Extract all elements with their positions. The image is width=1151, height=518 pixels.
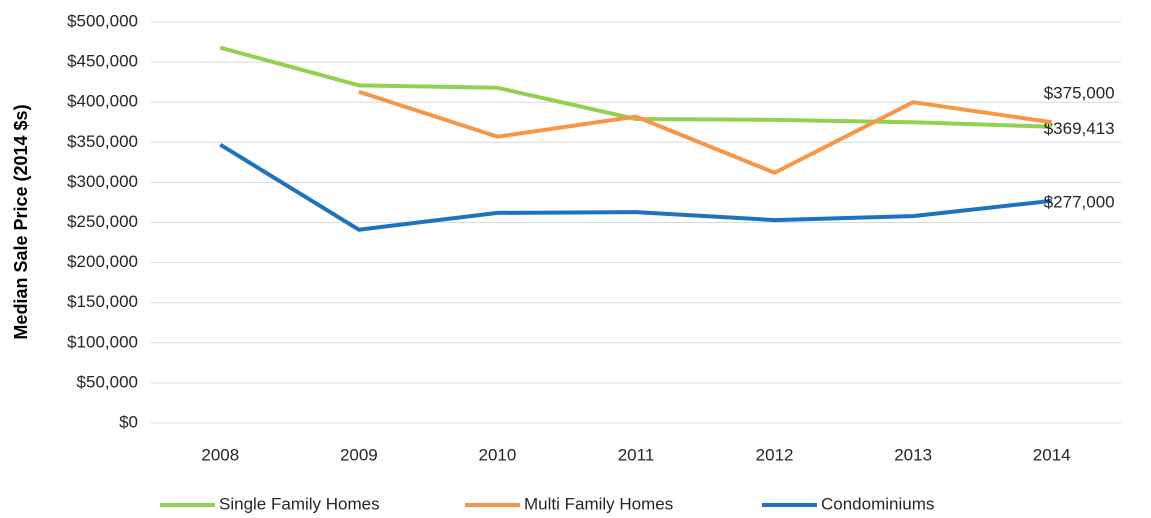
x-tick-label: 2009: [340, 445, 378, 464]
x-tick-label: 2013: [894, 445, 932, 464]
value-label: $375,000: [1044, 84, 1115, 103]
y-axis-label: Median Sale Price (2014 $s): [11, 104, 31, 339]
x-tick-label: 2010: [479, 445, 517, 464]
x-tick-label: 2011: [618, 445, 655, 464]
series-line: [358, 89, 1052, 175]
y-tick-label: $400,000: [67, 92, 138, 111]
y-tick-label: $300,000: [67, 172, 138, 191]
series-line: [219, 45, 1052, 129]
series-line: [219, 143, 1052, 232]
y-tick-label: $150,000: [67, 292, 138, 311]
y-tick-label: $200,000: [67, 252, 138, 271]
y-tick-label: $350,000: [67, 132, 138, 151]
x-tick-label: 2012: [756, 445, 794, 464]
x-tick-label: 2014: [1033, 445, 1071, 464]
legend-label: Multi Family Homes: [524, 494, 673, 513]
y-tick-label: $500,000: [67, 11, 138, 30]
legend-label: Condominiums: [821, 494, 934, 513]
value-label: $369,413: [1044, 119, 1115, 138]
x-tick-label: 2008: [201, 445, 239, 464]
y-tick-label: $50,000: [77, 372, 138, 391]
y-tick-label: $250,000: [67, 212, 138, 231]
y-tick-label: $0: [119, 412, 138, 431]
y-tick-label: $450,000: [67, 52, 138, 71]
legend-label: Single Family Homes: [219, 494, 380, 513]
y-tick-label: $100,000: [67, 332, 138, 351]
value-label: $277,000: [1044, 192, 1115, 211]
